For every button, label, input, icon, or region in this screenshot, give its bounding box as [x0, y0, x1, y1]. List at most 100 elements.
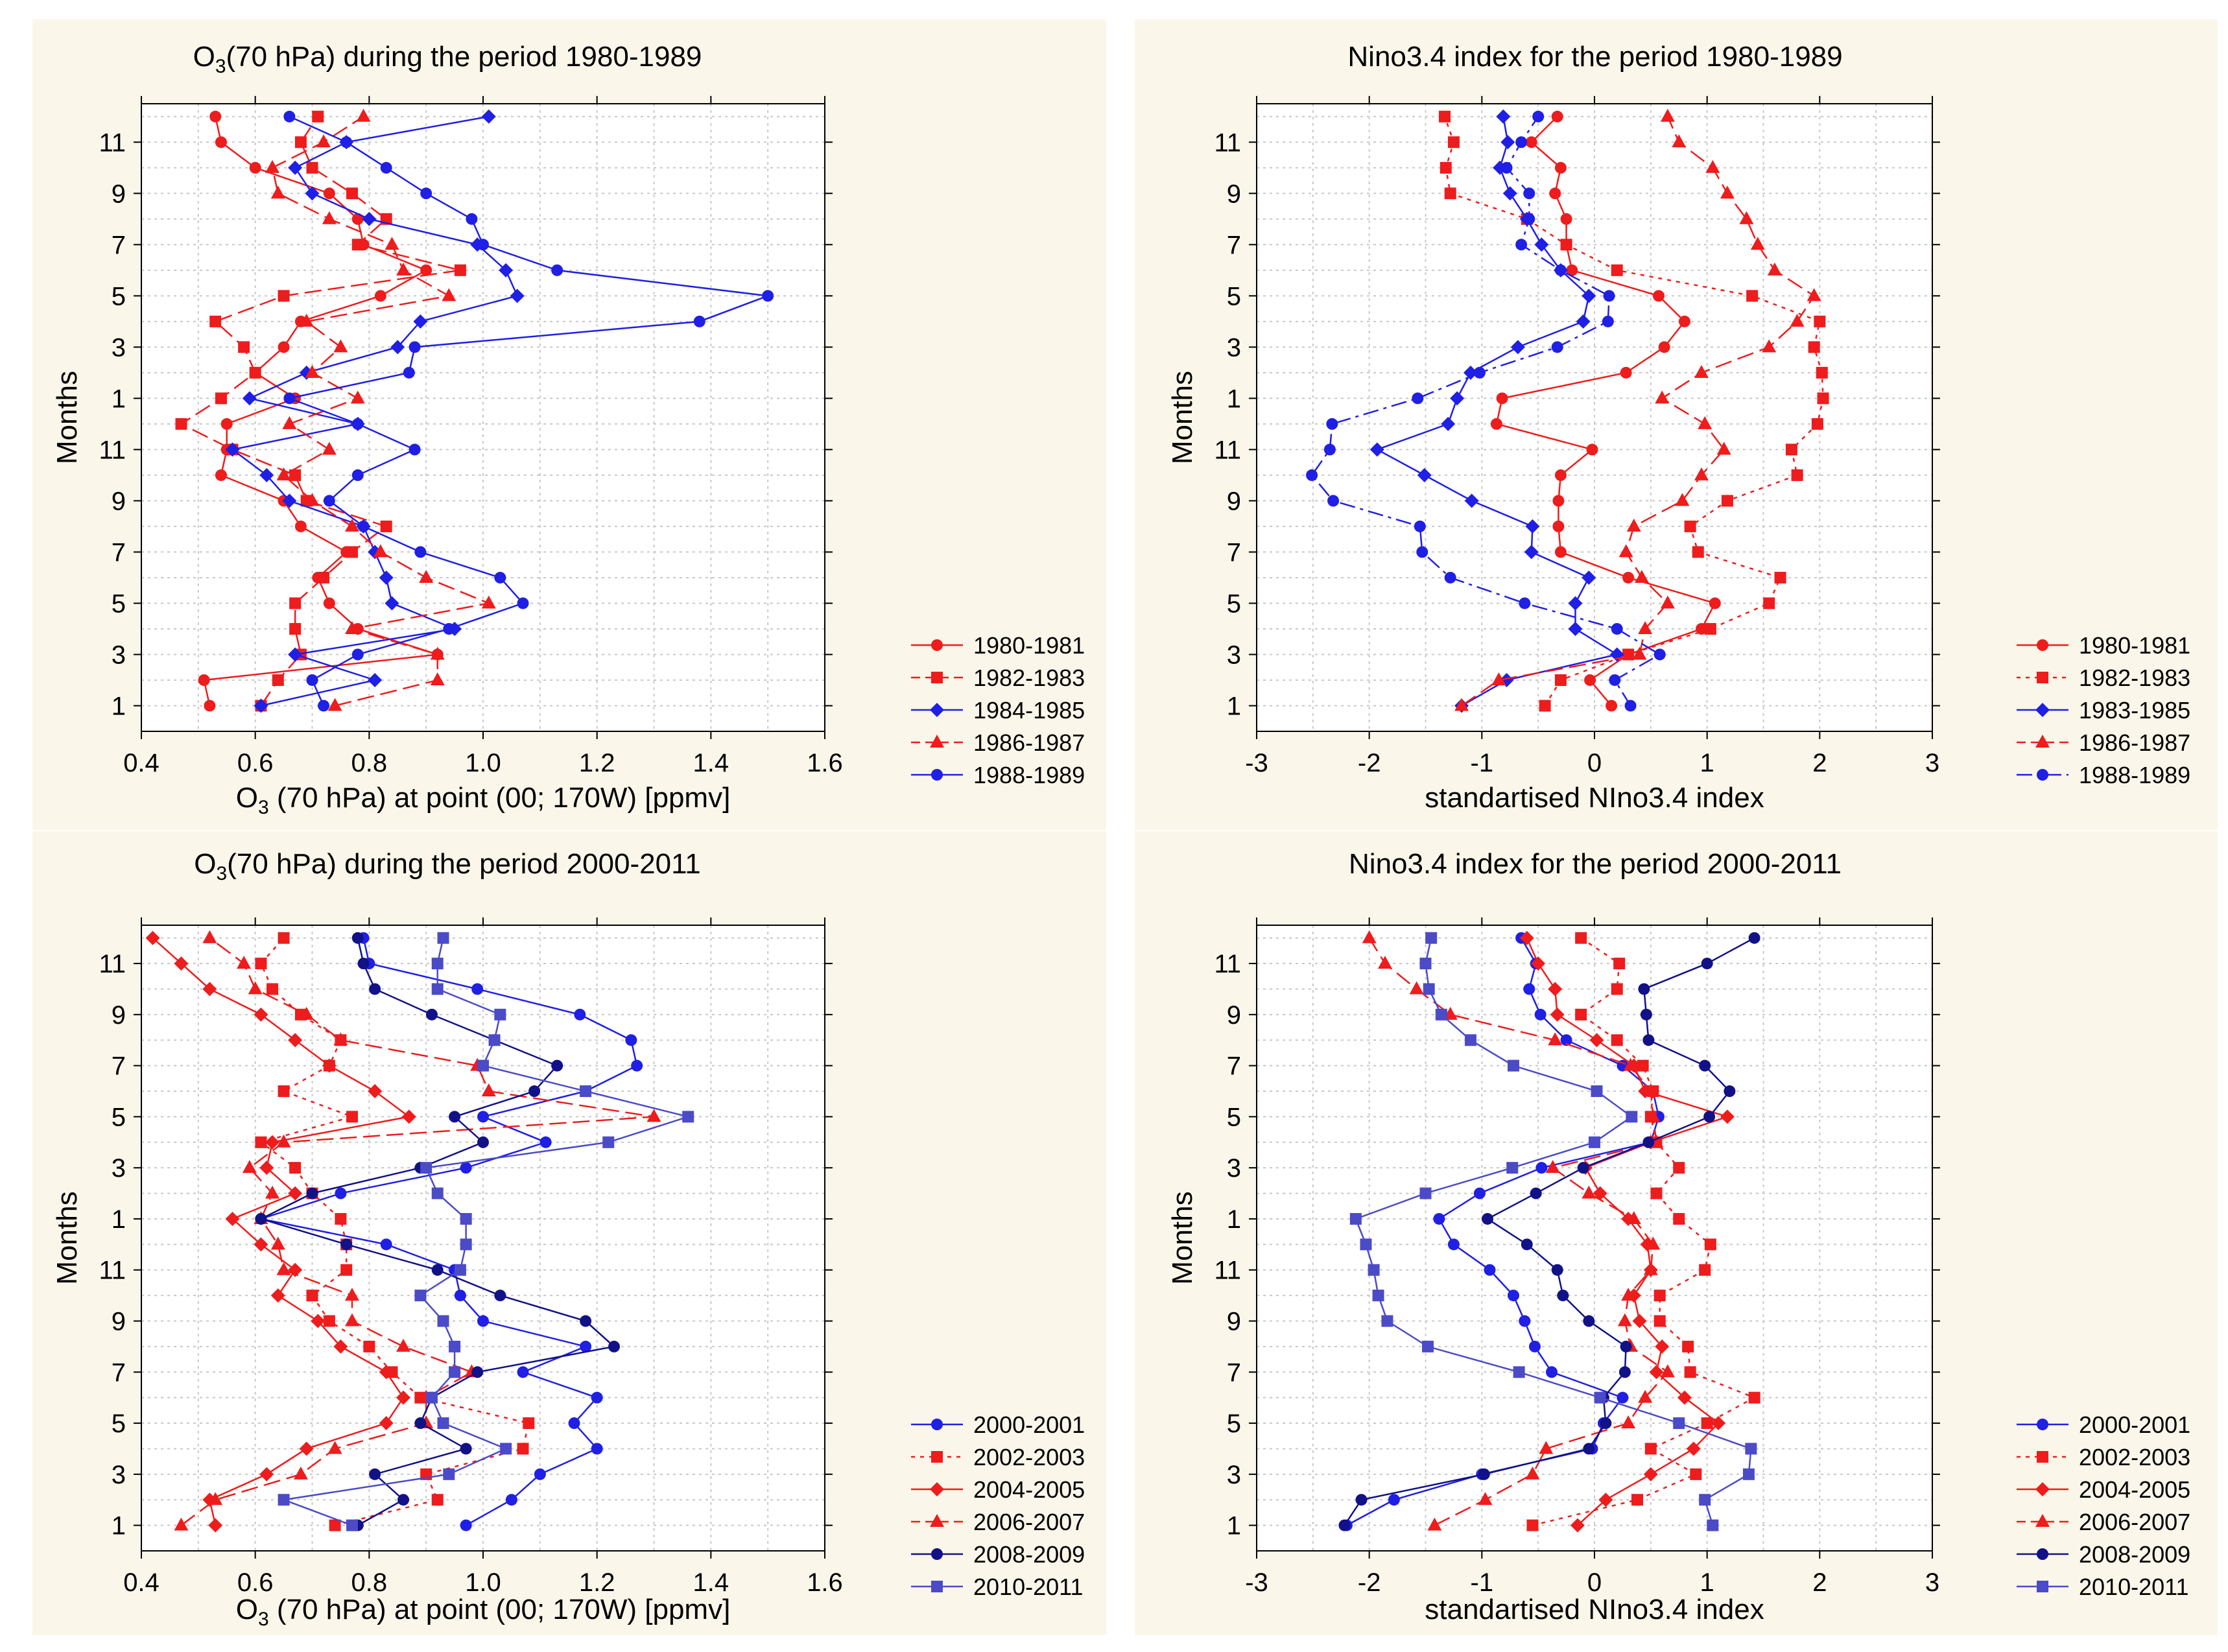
data-point — [500, 1443, 512, 1455]
data-point — [1682, 1340, 1694, 1352]
legend-marker — [2035, 1482, 2050, 1496]
data-point — [1490, 418, 1502, 430]
data-point — [1699, 1264, 1711, 1276]
data-point — [1643, 1262, 1658, 1275]
data-point — [1721, 495, 1733, 507]
data-point — [1762, 339, 1777, 353]
data-point — [1584, 674, 1596, 686]
data-point — [351, 648, 364, 661]
data-point — [1624, 700, 1637, 712]
data-point — [481, 595, 496, 609]
x-tick-label: -2 — [1358, 1568, 1381, 1597]
legend-label: 1986-1987 — [2079, 729, 2190, 756]
data-point — [327, 698, 342, 711]
data-point — [215, 469, 227, 481]
data-point — [278, 932, 290, 944]
data-point — [1632, 646, 1647, 660]
y-tick-label: 9 — [112, 487, 126, 515]
data-point — [288, 160, 303, 175]
data-point — [1464, 493, 1479, 508]
series-2008-2009 — [255, 932, 621, 1531]
y-tick-label: 3 — [1227, 1461, 1241, 1489]
series-2008-2009 — [1338, 932, 1760, 1531]
data-point — [1609, 674, 1621, 686]
x-axis-label: standartised NIno3.4 index — [1425, 1594, 1764, 1625]
data-point — [1677, 1390, 1692, 1405]
series-line-2006-2007 — [1368, 938, 1669, 1526]
data-point — [293, 1466, 308, 1480]
y-tick-label: 5 — [112, 282, 126, 311]
series-1980-1981 — [1490, 110, 1721, 712]
data-point — [1606, 700, 1618, 712]
data-point — [419, 569, 434, 583]
data-point — [425, 1391, 438, 1404]
data-point — [1600, 1417, 1612, 1430]
data-point — [220, 418, 233, 430]
tick-marks — [1249, 96, 1940, 739]
data-point — [1444, 571, 1456, 584]
legend-label: 1980-1981 — [2079, 632, 2190, 659]
data-point — [1618, 1366, 1631, 1378]
data-point — [215, 392, 227, 405]
legend-marker — [2037, 1419, 2048, 1430]
data-point — [460, 1238, 472, 1251]
data-point — [523, 1417, 535, 1430]
data-point — [442, 288, 456, 301]
data-point — [1709, 597, 1721, 609]
data-point — [1705, 159, 1720, 173]
data-point — [1484, 1264, 1496, 1276]
data-point — [1568, 621, 1583, 636]
panel-ozone-1980-1989: 0.4 0.6 0.8 1.0 1.2 1.4 1.6 1 3 5 7 9 11 1 3 5 7 9 11 O3(70… — [32, 19, 1106, 830]
data-point — [1684, 520, 1696, 532]
data-point — [1473, 366, 1486, 379]
series-line-1984-1985 — [230, 115, 519, 707]
data-point — [305, 364, 320, 378]
legend-marker — [2037, 1548, 2048, 1560]
data-point — [477, 1315, 489, 1327]
data-point — [242, 1160, 257, 1174]
series-line-2002-2003 — [1532, 937, 1757, 1526]
x-tick-label: 0.8 — [351, 1568, 388, 1597]
data-point — [1711, 1416, 1726, 1431]
data-point — [1785, 443, 1797, 456]
data-point — [494, 1290, 506, 1302]
data-point — [1447, 136, 1460, 148]
y-tick-label: 5 — [1227, 1103, 1241, 1131]
data-point — [259, 467, 274, 482]
data-point — [1626, 518, 1641, 532]
data-point — [1594, 1391, 1606, 1404]
data-point — [413, 314, 428, 329]
x-tick-label: 2 — [1812, 749, 1827, 777]
data-point — [1531, 956, 1546, 971]
data-point — [276, 467, 291, 480]
y-tick-label: 3 — [1227, 333, 1241, 362]
data-point — [369, 983, 381, 995]
data-point — [1655, 1339, 1670, 1354]
y-tick-label: 1 — [112, 692, 126, 720]
data-point — [248, 981, 263, 995]
series-line-2004-2005 — [152, 937, 411, 1526]
data-point — [267, 983, 279, 995]
data-point — [288, 1186, 303, 1201]
legend-marker — [2037, 1581, 2048, 1592]
data-point — [380, 161, 392, 174]
data-point — [1549, 187, 1561, 200]
data-point — [299, 1006, 314, 1020]
data-point — [323, 187, 335, 200]
data-point — [318, 700, 330, 712]
data-point — [174, 1517, 189, 1531]
y-tick-label: 9 — [112, 1001, 126, 1030]
data-point — [1566, 264, 1578, 276]
data-point — [401, 1109, 416, 1124]
data-point — [276, 1262, 291, 1275]
data-point — [1589, 1136, 1600, 1148]
data-point — [1745, 1443, 1757, 1455]
data-point — [1560, 213, 1572, 225]
data-point — [1524, 545, 1539, 560]
data-point — [1423, 983, 1435, 995]
series-2004-2005 — [145, 930, 416, 1533]
data-point — [1355, 1494, 1368, 1506]
data-point — [646, 1109, 661, 1122]
data-point — [1551, 1264, 1563, 1276]
data-point — [289, 622, 302, 635]
